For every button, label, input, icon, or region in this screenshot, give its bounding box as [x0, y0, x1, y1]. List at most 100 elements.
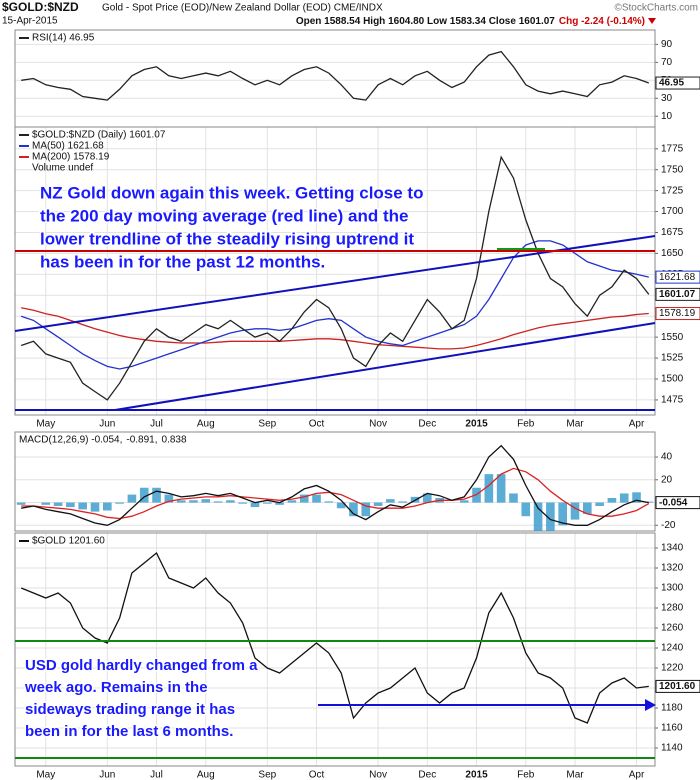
y-tick-label: 70 [661, 57, 673, 68]
y-tick-label: 30 [661, 93, 673, 104]
x-tick-label: Mar [566, 770, 584, 780]
quote-line: Open 1588.54 High 1604.80 Low 1583.34 Cl… [296, 16, 645, 27]
histogram-bar [595, 502, 604, 506]
x-tick-label: Sep [258, 419, 276, 430]
histogram-bar [386, 499, 395, 503]
histogram-bar [189, 500, 198, 503]
histogram-bar [632, 492, 641, 503]
histogram-bar [16, 502, 26, 505]
arrow-head [645, 699, 656, 711]
quote: Open 1588.54 High 1604.80 Low 1583.34 Cl… [296, 16, 555, 27]
legend-label: $GOLD 1201.60 [32, 536, 105, 547]
histogram-bar [176, 500, 186, 503]
y-tick-label: 90 [661, 39, 673, 50]
histogram-bar [336, 502, 346, 509]
histogram-bar [226, 500, 235, 503]
histogram-bar [53, 502, 63, 506]
y-tick-label: 1725 [661, 185, 684, 196]
histogram-bar [152, 487, 161, 503]
x-tick-label: Dec [418, 770, 436, 780]
histogram-bar [423, 493, 432, 503]
histogram-bar [533, 502, 543, 531]
annotation: has been in for the past 12 months. [40, 252, 325, 271]
x-tick-label: Feb [517, 770, 535, 780]
histogram-bar [66, 502, 75, 508]
histogram-bar [201, 499, 211, 503]
x-tick-label: Oct [309, 770, 325, 780]
histogram-bar [275, 502, 284, 505]
annotation: been in for the last 6 months. [25, 723, 233, 740]
legend-label: 0.838 [162, 435, 187, 446]
credit: ©StockCharts.com [614, 3, 698, 14]
histogram-bar [459, 500, 469, 503]
panel-frame [14, 431, 656, 532]
y-tick-label: 1160 [661, 723, 683, 734]
lower-trendline [114, 322, 656, 411]
last-value-label: -0.054 [659, 497, 688, 508]
histogram-bar [398, 501, 407, 503]
x-tick-label: Sep [258, 770, 276, 780]
series-line [21, 467, 650, 520]
last-value-label: 46.95 [659, 78, 684, 89]
histogram-bar [521, 502, 531, 517]
annotation: the 200 day moving average (red line) an… [40, 206, 408, 225]
legend-label: MACD(12,26,9) -0.054, [19, 435, 122, 446]
last-value-box [655, 496, 700, 510]
x-tick-label: Jun [99, 770, 115, 780]
annotation: sideways trading range it has [25, 701, 235, 718]
symbol: $GOLD:$NZD [2, 0, 79, 14]
x-tick-label: May [36, 770, 55, 780]
last-value-label: 1201.60 [659, 681, 696, 692]
overlays: NZ Gold down again this week. Getting cl… [14, 182, 656, 759]
series-line [21, 444, 649, 526]
y-tick-label: 1525 [661, 353, 684, 364]
last-value-box [655, 307, 700, 321]
down-arrow [648, 18, 656, 24]
histogram-bar [78, 502, 87, 510]
x-tick-label: Apr [629, 419, 645, 430]
date: 15-Apr-2015 [2, 16, 58, 27]
x-tick-label: Nov [369, 419, 387, 430]
y-tick-label: 10 [661, 111, 673, 122]
panel-frame [14, 532, 656, 767]
y-tick-label: 1550 [661, 332, 684, 343]
legend-label: -0.891, [126, 435, 157, 446]
y-tick-label: 1320 [661, 563, 684, 574]
x-tick-label: Nov [369, 770, 387, 780]
last-value-label: 1578.19 [659, 308, 696, 319]
histogram-bar [570, 502, 580, 520]
histogram-bar [509, 493, 518, 503]
histogram-bar [324, 501, 334, 503]
histogram-bar [619, 493, 629, 503]
y-tick-label: 20 [661, 474, 673, 485]
last-value-label: 1621.68 [659, 272, 696, 283]
y-tick-label: 1300 [661, 583, 684, 594]
histogram-bar [484, 474, 494, 503]
histogram-bar [263, 502, 272, 504]
histogram-bar [164, 494, 174, 503]
y-tick-label: 1220 [661, 663, 684, 674]
histogram-bar [238, 502, 247, 504]
x-tick-label: 2015 [465, 770, 488, 780]
legend-label: MA(200) 1578.19 [32, 152, 110, 163]
x-tick-label: Apr [629, 770, 645, 780]
histogram-bar [558, 502, 567, 526]
histogram-bar [496, 474, 506, 503]
last-value-box [655, 287, 700, 301]
histogram-bar [250, 502, 260, 508]
y-tick-label: 1280 [661, 603, 684, 614]
histogram-bar [312, 494, 321, 503]
histogram-bar [299, 494, 309, 503]
histogram-bar [373, 502, 383, 506]
histogram-bar [213, 501, 223, 503]
legend-label: Volume undef [32, 163, 93, 174]
y-tick-label: 1775 [661, 143, 684, 154]
histogram-bar [546, 502, 555, 531]
histogram-bar [103, 502, 112, 511]
y-tick-label: 1700 [661, 206, 684, 217]
x-tick-label: Aug [197, 770, 215, 780]
y-tick-label: 1340 [661, 543, 684, 554]
annotation: NZ Gold down again this week. Getting cl… [40, 183, 423, 202]
series-line [21, 307, 649, 350]
y-tick-label: 1475 [661, 395, 684, 406]
